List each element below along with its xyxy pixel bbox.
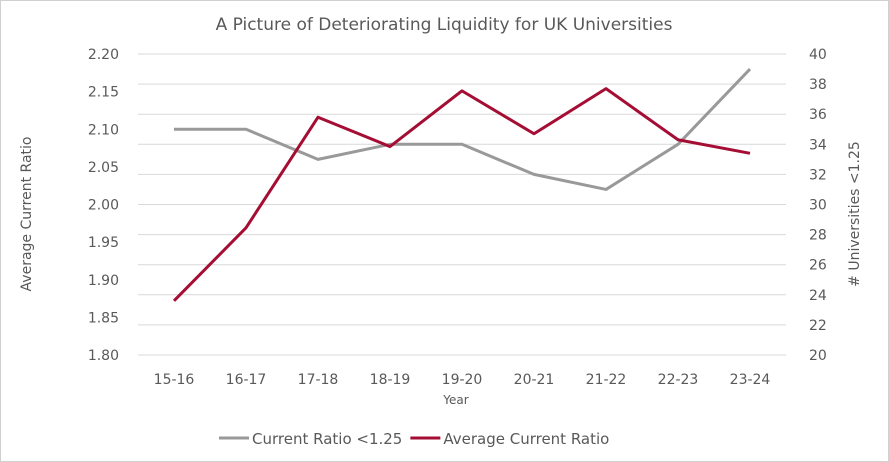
y2-tick-label: 28 xyxy=(809,228,827,244)
y2-tick-label: 36 xyxy=(809,107,827,123)
y-tick-label: 1.90 xyxy=(88,273,119,289)
y-tick-label: 1.80 xyxy=(88,348,119,364)
y2-tick-label: 32 xyxy=(809,167,827,183)
y-tick-label: 1.95 xyxy=(88,235,119,251)
y-tick-label: 2.15 xyxy=(88,85,119,101)
y-tick-label: 2.20 xyxy=(88,47,119,63)
y2-tick-label: 20 xyxy=(809,348,827,364)
x-axis-label: Year xyxy=(442,393,468,407)
legend-label: Average Current Ratio xyxy=(443,430,609,448)
x-tick-label: 23-24 xyxy=(730,372,771,388)
y2-tick-label: 40 xyxy=(809,47,827,63)
y2-tick-label: 26 xyxy=(809,258,827,274)
y-tick-label: 2.00 xyxy=(88,198,119,214)
x-tick-label: 22-23 xyxy=(658,372,699,388)
y2-axis-label: # Universities <1.25 xyxy=(847,141,863,287)
y2-tick-label: 34 xyxy=(809,137,827,153)
y2-tick-label: 30 xyxy=(809,198,827,214)
y2-tick-label: 38 xyxy=(809,77,827,93)
x-tick-label: 16-17 xyxy=(226,372,267,388)
legend: Current Ratio <1.25 Average Current Ratio xyxy=(219,430,609,448)
x-tick-label: 19-20 xyxy=(442,372,483,388)
x-tick-label: 15-16 xyxy=(154,372,195,388)
y-tick-label: 1.85 xyxy=(88,310,119,326)
chart-title: A Picture of Deteriorating Liquidity for… xyxy=(216,15,673,35)
y2-tick-label: 24 xyxy=(809,288,827,304)
x-tick-label: 18-19 xyxy=(370,372,411,388)
y-tick-label: 2.05 xyxy=(88,160,119,176)
x-tick-label: 17-18 xyxy=(298,372,339,388)
y-axis-label: Average Current Ratio xyxy=(19,137,35,292)
y2-tick-label: 22 xyxy=(809,318,827,334)
series-line-average-current-ratio xyxy=(172,87,751,302)
y-tick-label: 2.10 xyxy=(88,122,119,138)
x-tick-label: 21-22 xyxy=(586,372,627,388)
legend-label: Current Ratio <1.25 xyxy=(252,430,402,448)
x-tick-label: 20-21 xyxy=(514,372,555,388)
